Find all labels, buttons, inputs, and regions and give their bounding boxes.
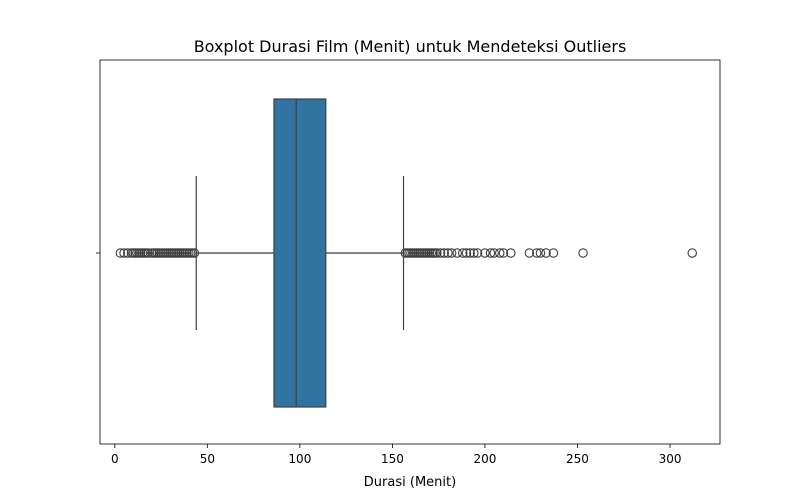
x-tick-label: 0 bbox=[111, 452, 119, 466]
outlier-point bbox=[485, 248, 496, 258]
outlier-point bbox=[498, 248, 509, 258]
outlier-point bbox=[143, 248, 153, 258]
outlier-point bbox=[115, 248, 126, 258]
chart-title: Boxplot Durasi Film (Menit) untuk Mendet… bbox=[194, 37, 627, 56]
outlier-point bbox=[461, 248, 472, 258]
outlier-point bbox=[446, 248, 457, 258]
outlier-point bbox=[532, 248, 542, 258]
x-axis-label: Durasi (Menit) bbox=[364, 475, 456, 490]
outlier-point bbox=[541, 248, 551, 258]
outlier-point bbox=[687, 248, 697, 258]
x-tick-label: 150 bbox=[381, 452, 404, 466]
outlier-point bbox=[506, 248, 516, 258]
x-tick-label: 250 bbox=[566, 452, 589, 466]
outlier-point bbox=[495, 248, 505, 258]
iqr-box bbox=[273, 98, 327, 408]
outlier-point bbox=[452, 248, 462, 258]
outlier-point bbox=[435, 248, 446, 258]
outlier-point bbox=[119, 248, 129, 258]
outlier-point bbox=[472, 248, 483, 258]
x-tick-label: 100 bbox=[288, 452, 311, 466]
outlier-point bbox=[457, 248, 468, 258]
x-tick-label: 50 bbox=[200, 452, 215, 466]
outlier-point bbox=[535, 248, 546, 258]
outlier-point bbox=[548, 248, 559, 258]
outlier-point bbox=[432, 248, 442, 258]
chart-marks bbox=[115, 98, 697, 408]
plot-area bbox=[99, 59, 721, 445]
outlier-point bbox=[524, 248, 535, 258]
outlier-point bbox=[439, 248, 449, 258]
outlier-point bbox=[465, 248, 475, 258]
outlier-point bbox=[578, 248, 588, 258]
outlier-point bbox=[443, 248, 453, 258]
x-tick-label: 300 bbox=[659, 452, 682, 466]
x-tick-label: 200 bbox=[474, 452, 497, 466]
outlier-point bbox=[489, 248, 499, 258]
outlier-point bbox=[480, 248, 490, 258]
x-axis-ticks: 0 50 100 150 200 250 300 bbox=[111, 444, 681, 466]
outlier-point bbox=[123, 248, 133, 258]
outlier-point bbox=[189, 248, 200, 258]
outlier-point bbox=[469, 248, 479, 258]
